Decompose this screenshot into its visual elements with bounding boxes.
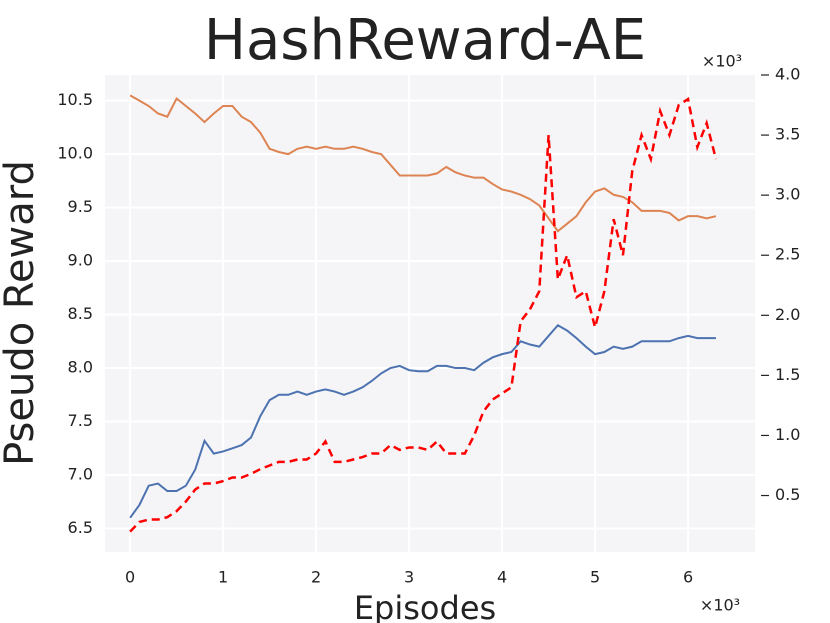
chart-title: HashReward-AE [204,8,646,73]
x-tick-label: 1 [218,568,228,587]
y-tick-label: 10.5 [57,90,93,109]
x-tick-label: 4 [497,568,507,587]
y-tick-label: 6.5 [68,518,93,537]
y-tick-label: 7.5 [68,411,93,430]
series-line [129,323,716,519]
x-tick-label: 3 [404,568,414,587]
y-tick-label: 10.0 [57,144,93,163]
y2-offset-label: ×10³ [702,52,742,71]
y2-tick-label: 1.5 [775,365,800,384]
x-offset-label: ×10³ [700,596,740,615]
x-tick-label: 6 [683,568,693,587]
y2-tick-label: 2.0 [775,305,800,324]
y-tick-label: 9.5 [68,197,93,216]
x-tick-label: 5 [590,568,600,587]
plot-area [105,75,755,552]
y-tick-label: 9.0 [68,251,93,270]
y-tick-label: 7.0 [68,464,93,483]
y2-tick-label: 2.5 [775,245,800,264]
y2-tick-label: 3.5 [775,125,800,144]
y2-tick-label: 1.0 [775,425,800,444]
y-tick-label: 8.0 [68,358,93,377]
x-tick-label: 2 [311,568,321,587]
x-tick-label: 0 [125,568,135,587]
x-axis-label: Episodes [354,589,496,623]
y2-tick-label: 0.5 [775,485,800,504]
y-axis-label: Pseudo Reward [0,160,43,466]
y2-tick-label: 4.0 [775,65,800,84]
y2-tick-label: 3.0 [775,185,800,204]
series-line [129,96,718,533]
y-tick-label: 8.5 [68,304,93,323]
series-line [129,94,717,233]
